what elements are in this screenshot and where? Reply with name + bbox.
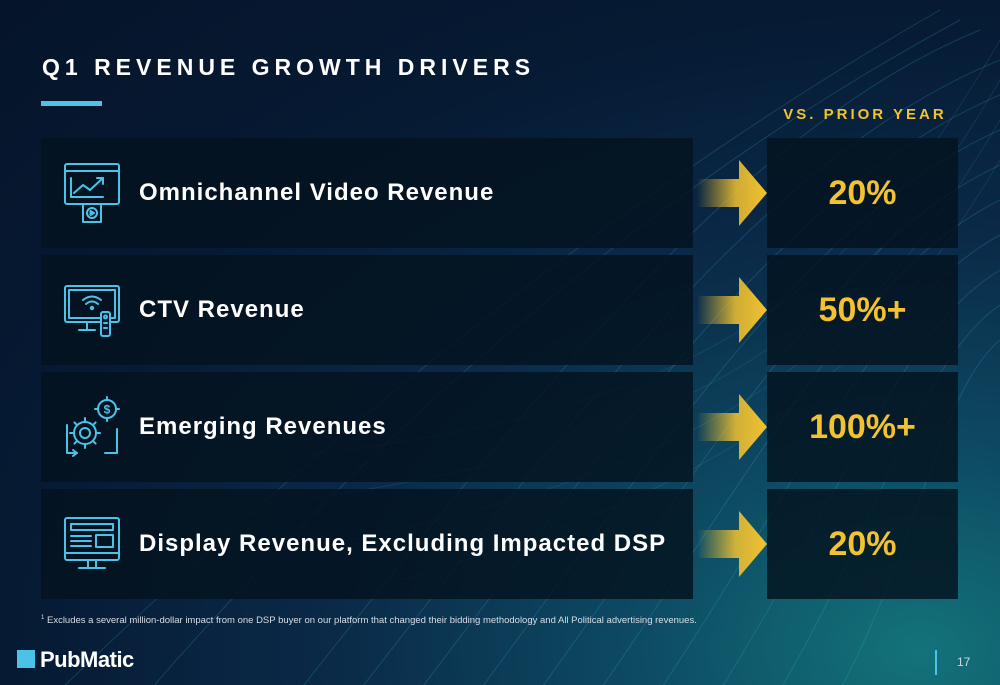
driver-row-display: Display Revenue, Excluding Impacted DSP … (0, 489, 1000, 599)
svg-text:$: $ (104, 403, 111, 417)
title-underline (41, 101, 102, 106)
driver-panel: $ Emerging Revenues (41, 372, 693, 482)
video-analytics-icon (63, 161, 121, 225)
page-title: Q1 REVENUE GROWTH DRIVERS (42, 54, 536, 80)
comparison-header: VS. PRIOR YEAR (783, 106, 947, 123)
driver-row-omnichannel-video: Omnichannel Video Revenue 20% (0, 138, 1000, 248)
value-box: 100%+ (767, 372, 958, 482)
footnote-text: Excludes a several million-dollar impact… (46, 615, 697, 627)
driver-panel: Display Revenue, Excluding Impacted DSP (41, 489, 693, 599)
value-box: 20% (767, 489, 958, 599)
growth-value: 100%+ (809, 408, 916, 446)
growth-value: 20% (828, 525, 897, 563)
arrow-right-icon (697, 394, 767, 460)
growth-value: 50%+ (818, 291, 907, 329)
page-number: 17 (957, 655, 971, 669)
connected-tv-icon (63, 278, 121, 342)
footnote-marker: 1 (41, 615, 45, 621)
footnote: 1 Excludes a several million-dollar impa… (41, 615, 697, 626)
display-screen-icon (63, 512, 121, 576)
value-box: 20% (767, 138, 958, 248)
driver-panel: CTV Revenue (41, 255, 693, 365)
driver-label: CTV Revenue (139, 296, 305, 323)
arrow-right-icon (697, 160, 767, 226)
gear-dollar-icon: $ (63, 395, 121, 459)
page-number-divider (935, 650, 937, 675)
growth-value: 20% (828, 174, 897, 212)
driver-label: Omnichannel Video Revenue (139, 179, 495, 206)
driver-row-emerging: $ Emerging Revenues 100%+ (0, 372, 1000, 482)
driver-label: Emerging Revenues (139, 413, 387, 440)
logo-mark (17, 650, 35, 668)
value-box: 50%+ (767, 255, 958, 365)
logo-text: PubMatic (40, 647, 134, 672)
driver-label: Display Revenue, Excluding Impacted DSP (139, 530, 667, 557)
driver-row-ctv: CTV Revenue 50%+ (0, 255, 1000, 365)
arrow-right-icon (697, 511, 767, 577)
driver-panel: Omnichannel Video Revenue (41, 138, 693, 248)
arrow-right-icon (697, 277, 767, 343)
